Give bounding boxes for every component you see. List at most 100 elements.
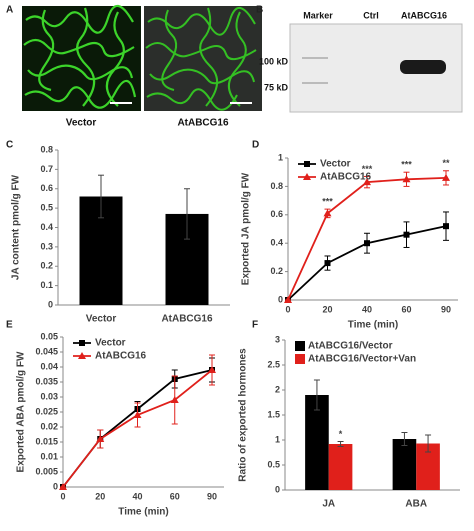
significance: *** — [322, 196, 333, 206]
x-tick-label: 20 — [95, 491, 105, 501]
point — [133, 411, 142, 418]
x-tick-label: 40 — [362, 304, 372, 314]
y-tick-label: 0.3 — [40, 241, 53, 251]
point — [443, 223, 449, 230]
significance: *** — [401, 160, 412, 170]
y-tick-label: 1.5 — [267, 409, 280, 419]
point — [303, 173, 311, 180]
y-tick-label: 0.2 — [40, 261, 53, 271]
panel-label: A — [6, 5, 13, 16]
bar — [328, 444, 353, 490]
y-tick-label: 0.015 — [35, 436, 58, 446]
x-tick-label: AtABCG16 — [161, 314, 213, 325]
y-tick-label: 0.5 — [40, 203, 53, 213]
error-bar — [98, 174, 104, 219]
x-axis-label: Time (min) — [348, 320, 398, 331]
image-caption: Vector — [66, 118, 97, 129]
y-tick-label: 0 — [53, 481, 58, 491]
y-tick-label: 0 — [278, 294, 283, 304]
point — [323, 209, 332, 217]
panel-label: C — [6, 140, 13, 151]
error-bar — [337, 441, 344, 447]
y-tick-label: 2.5 — [267, 359, 280, 369]
y-tick-label: 0.035 — [35, 376, 58, 386]
x-tick-label: 0 — [60, 491, 65, 501]
point — [208, 366, 216, 373]
x-tick-label: 60 — [170, 491, 180, 501]
y-tick-label: 0.05 — [40, 331, 58, 341]
micrograph — [22, 4, 141, 111]
x-tick-label: ABA — [405, 499, 427, 510]
y-tick-label: 0.6 — [40, 183, 53, 193]
panel-label: E — [6, 320, 13, 331]
point — [403, 231, 410, 238]
y-tick-label: 0.7 — [40, 164, 53, 174]
y-axis-label: Exported JA pmol/g FW — [241, 172, 252, 285]
y-tick-label: 0.8 — [40, 144, 53, 154]
y-axis-label: Exported ABA pmol/g FW — [16, 351, 27, 472]
error-bar — [425, 434, 432, 453]
legend-label: AtABCG16 — [320, 172, 372, 183]
y-tick-label: 0.4 — [270, 238, 283, 248]
point — [78, 352, 86, 359]
y-tick-label: 0.03 — [40, 391, 58, 401]
point — [59, 483, 67, 490]
legend-label: Vector — [320, 159, 351, 170]
point — [96, 435, 105, 442]
y-tick-label: 0.1 — [40, 280, 53, 290]
significance: *** — [362, 164, 373, 174]
image-caption: AtABCG16 — [177, 118, 229, 129]
bar — [305, 395, 329, 490]
point — [363, 178, 371, 186]
x-axis-label: Time (min) — [118, 507, 168, 518]
y-tick-label: 1 — [275, 434, 280, 444]
significance: * — [339, 429, 343, 439]
error-bar — [313, 379, 320, 411]
lane-label: Marker — [303, 10, 333, 20]
panel-label: F — [252, 320, 258, 331]
error-bar — [401, 432, 408, 446]
y-tick-label: 0 — [48, 299, 53, 309]
y-tick-label: 1 — [278, 152, 283, 162]
y-tick-label: 0.005 — [35, 466, 58, 476]
point — [442, 173, 450, 181]
marker-label: 75 kD — [264, 82, 289, 92]
significance: ** — [442, 158, 450, 168]
x-tick-label: JA — [322, 499, 335, 510]
point — [402, 175, 411, 183]
y-tick-label: 0.025 — [35, 406, 58, 416]
x-tick-label: 0 — [285, 304, 290, 314]
y-tick-label: 0.01 — [40, 451, 58, 461]
point — [304, 161, 310, 167]
legend-label: AtABCG16 — [95, 351, 147, 362]
legend-swatch — [295, 341, 305, 351]
point — [170, 396, 179, 403]
legend-label: AtABCG16/Vector+Van — [308, 354, 416, 365]
y-tick-label: 0.4 — [40, 222, 53, 232]
panel-label: D — [252, 140, 259, 151]
y-tick-label: 0 — [275, 484, 280, 494]
y-tick-label: 0.02 — [40, 421, 58, 431]
marker-label: 100 kD — [259, 56, 289, 66]
y-tick-label: 0.2 — [270, 266, 283, 276]
legend-label: Vector — [95, 338, 126, 349]
x-tick-label: 90 — [207, 491, 217, 501]
point — [324, 260, 331, 267]
lane-label: Ctrl — [363, 10, 379, 20]
bar — [392, 439, 417, 490]
x-tick-label: 40 — [132, 491, 142, 501]
y-tick-label: 2 — [275, 384, 280, 394]
y-tick-label: 0.5 — [267, 459, 280, 469]
x-tick-label: 90 — [441, 304, 451, 314]
point — [284, 296, 292, 303]
y-tick-label: 3 — [275, 334, 280, 344]
panel-label: B — [256, 5, 263, 16]
x-tick-label: 20 — [322, 304, 332, 314]
y-tick-label: 0.04 — [40, 361, 58, 371]
y-axis-label: JA content pmol/g FW — [11, 174, 22, 280]
point — [79, 340, 85, 346]
micrograph — [144, 6, 262, 111]
error-bar — [184, 188, 190, 240]
legend-label: AtABCG16/Vector — [308, 341, 393, 352]
